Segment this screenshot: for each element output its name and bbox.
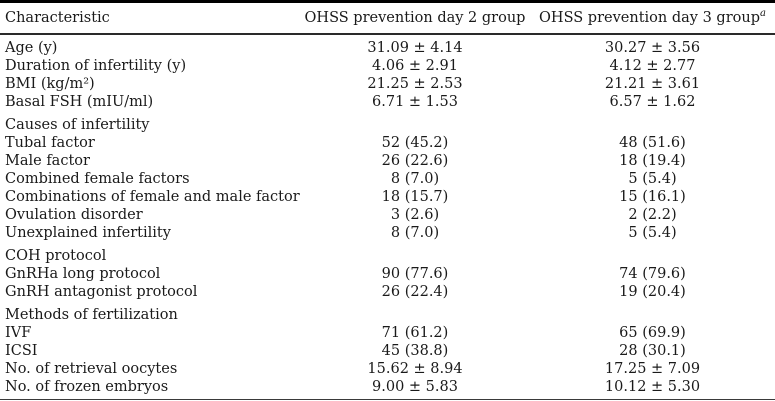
value-day2: 90 (77.6) xyxy=(381,266,449,282)
table-row: Ovulation disorder 3 (2.6) 2 (2.2) xyxy=(0,206,775,224)
table-row: Combinations of female and male factors … xyxy=(0,188,775,206)
table-row: Duration of infertility (y) 4.06 ± 2.91 … xyxy=(0,57,775,75)
table-row: Male factor 26 (22.6) 18 (19.4) xyxy=(0,152,775,170)
value-day3: 48 (51.6) xyxy=(619,135,686,151)
row-label: GnRHa long protocol xyxy=(5,266,161,282)
value-day3: 2 (2.2) xyxy=(628,207,677,223)
section-header-coh-protocol: COH protocol xyxy=(5,248,107,264)
value-day2: 9.00 ± 5.83 xyxy=(372,379,458,395)
row-label: Combined female factors xyxy=(5,171,190,187)
value-day3: 10.12 ± 5.30 xyxy=(604,379,701,395)
value-day2: 71 (61.2) xyxy=(381,325,449,341)
value-day3: 6.57 ± 1.62 xyxy=(609,94,696,110)
table-row: Combined female factors 8 (7.0) 5 (5.4) xyxy=(0,170,775,188)
value-day2: 31.09 ± 4.14 xyxy=(367,40,463,56)
value-day2: 18 (15.7) xyxy=(381,189,449,205)
row-label: Duration of infertility (y) xyxy=(5,58,187,74)
table-row: ICSI 45 (38.8) 28 (30.1) xyxy=(0,342,775,360)
table-row: Tubal factor 52 (45.2) 48 (51.6) xyxy=(0,134,775,152)
value-day3: 18 (19.4) xyxy=(619,153,686,169)
row-label: No. of retrieval oocytes xyxy=(5,361,178,377)
value-day3: 65 (69.9) xyxy=(619,325,686,341)
section-header-methods-of-fertilization: Methods of fertilization xyxy=(5,307,178,323)
column-header-day3-group: OHSS prevention day 3 groupa xyxy=(530,8,775,26)
footnote-marker: a xyxy=(759,8,766,20)
value-day3: 15 (16.1) xyxy=(619,189,686,205)
table-row: IVF 71 (61.2) 65 (69.9) xyxy=(0,324,775,342)
row-label: IVF xyxy=(5,325,32,341)
value-day3: 30.27 ± 3.56 xyxy=(604,40,701,56)
table-row: No. of frozen embryos 9.00 ± 5.83 10.12 … xyxy=(0,378,775,396)
value-day2: 45 (38.8) xyxy=(381,343,449,359)
value-day2: 52 (45.2) xyxy=(381,135,449,151)
value-day2: 26 (22.6) xyxy=(381,153,449,169)
value-day3: 19 (20.4) xyxy=(619,284,686,300)
row-label: GnRH antagonist protocol xyxy=(5,284,198,300)
row-label: ICSI xyxy=(5,343,38,359)
row-label: Combinations of female and male factors xyxy=(5,189,300,205)
section-header-causes-of-infertility: Causes of infertility xyxy=(5,117,150,133)
table-row: Age (y) 31.09 ± 4.14 30.27 ± 3.56 xyxy=(0,39,775,57)
row-label: Ovulation disorder xyxy=(5,207,143,223)
table-row: BMI (kg/m²) 21.25 ± 2.53 21.21 ± 3.61 xyxy=(0,75,775,93)
row-label: BMI (kg/m²) xyxy=(5,76,95,92)
column-header-day2-group: OHSS prevention day 2 group xyxy=(304,10,526,26)
row-label: Age (y) xyxy=(5,40,58,56)
value-day3: 5 (5.4) xyxy=(628,171,677,187)
table-row: Basal FSH (mIU/ml) 6.71 ± 1.53 6.57 ± 1.… xyxy=(0,93,775,111)
row-label: Tubal factor xyxy=(5,135,95,151)
row-label: Unexplained infertility xyxy=(5,225,171,241)
value-day2: 8 (7.0) xyxy=(390,171,440,187)
value-day2: 8 (7.0) xyxy=(390,225,440,241)
table-row: Unexplained infertility 8 (7.0) 5 (5.4) xyxy=(0,224,775,242)
value-day2: 4.06 ± 2.91 xyxy=(372,58,458,74)
value-day3: 5 (5.4) xyxy=(628,225,677,241)
table-row: GnRHa long protocol 90 (77.6) 74 (79.6) xyxy=(0,265,775,283)
table-row: No. of retrieval oocytes 15.62 ± 8.94 17… xyxy=(0,360,775,378)
row-label: Basal FSH (mIU/ml) xyxy=(5,94,154,110)
table-row: GnRH antagonist protocol 26 (22.4) 19 (2… xyxy=(0,283,775,301)
value-day2: 26 (22.4) xyxy=(381,284,449,300)
value-day3: 4.12 ± 2.77 xyxy=(609,58,696,74)
value-day2: 3 (2.6) xyxy=(390,207,440,223)
value-day2: 21.25 ± 2.53 xyxy=(367,76,463,92)
row-label: No. of frozen embryos xyxy=(5,379,169,395)
value-day2: 6.71 ± 1.53 xyxy=(372,94,458,110)
column-header-day3-label: OHSS prevention day 3 group xyxy=(539,10,760,26)
column-header-characteristic: Characteristic xyxy=(5,10,110,26)
bottom-rule-thin-line xyxy=(0,399,775,400)
row-label: Male factor xyxy=(5,153,90,169)
value-day3: 28 (30.1) xyxy=(619,343,686,359)
value-day3: 21.21 ± 3.61 xyxy=(604,76,701,92)
value-day3: 74 (79.6) xyxy=(619,266,686,282)
table-header-row: Characteristic OHSS prevention day 2 gro… xyxy=(0,3,775,35)
value-day3: 17.25 ± 7.09 xyxy=(604,361,701,377)
table-body: Age (y) 31.09 ± 4.14 30.27 ± 3.56 Durati… xyxy=(0,35,775,396)
value-day2: 15.62 ± 8.94 xyxy=(367,361,463,377)
